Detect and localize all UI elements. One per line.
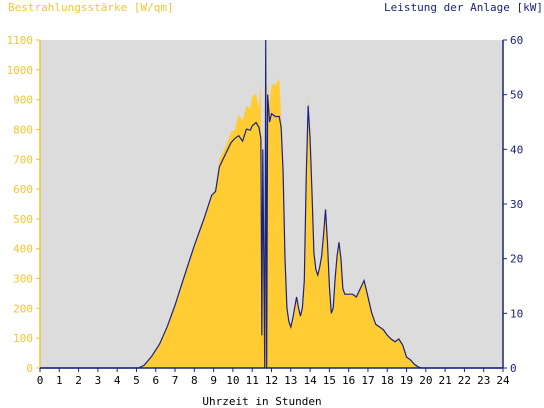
x-tick-label: 6 [152, 374, 159, 387]
irradiance-area [40, 78, 503, 368]
left-tick-label: 200 [13, 302, 33, 315]
x-tick-label: 18 [381, 374, 394, 387]
left-tick-label: 500 [13, 213, 33, 226]
x-tick-label: 23 [477, 374, 490, 387]
right-tick-label: 60 [510, 34, 523, 47]
x-tick-label: 2 [75, 374, 82, 387]
left-tick-label: 800 [13, 123, 33, 136]
x-tick-label: 5 [133, 374, 140, 387]
left-tick-label: 700 [13, 153, 33, 166]
right-tick-label: 50 [510, 89, 523, 102]
x-tick-label: 22 [458, 374, 471, 387]
left-tick-label: 1100 [7, 34, 34, 47]
x-tick-label: 3 [95, 374, 102, 387]
x-tick-label: 16 [342, 374, 355, 387]
left-tick-label: 100 [13, 332, 33, 345]
right-axis-title: Leistung der Anlage [kW] [384, 1, 543, 14]
x-axis-ticks: 0 1 2 3 4 5 6 7 8 9 10 11 12 13 14 15 16 17 18 19 20 21 22 23 24 [37, 368, 510, 387]
right-tick-label: 10 [510, 307, 523, 320]
x-tick-label: 10 [226, 374, 239, 387]
right-tick-label: 20 [510, 253, 523, 266]
left-tick-label: 400 [13, 243, 33, 256]
x-tick-label: 17 [361, 374, 374, 387]
x-tick-label: 12 [265, 374, 278, 387]
x-tick-label: 0 [37, 374, 44, 387]
left-tick-label: 1000 [7, 64, 34, 77]
x-tick-label: 13 [284, 374, 297, 387]
right-tick-label: 30 [510, 198, 523, 211]
x-tick-label: 7 [172, 374, 179, 387]
x-tick-label: 21 [439, 374, 452, 387]
power-line [40, 39, 503, 369]
x-tick-label: 19 [400, 374, 413, 387]
x-tick-label: 11 [246, 374, 259, 387]
left-axis-ticks: 0 100 200 300 400 500 600 700 800 900 1000 1100 [7, 34, 40, 375]
x-tick-label: 15 [323, 374, 336, 387]
left-tick-label: 0 [26, 362, 33, 375]
left-tick-label: 900 [13, 94, 33, 107]
x-tick-label: 4 [114, 374, 121, 387]
x-tick-label: 1 [56, 374, 63, 387]
x-axis-title: Uhrzeit in Stunden [202, 395, 321, 408]
left-axis-title: Bestrahlungsstärke [W/qm] [8, 1, 174, 14]
x-tick-label: 20 [419, 374, 432, 387]
x-tick-label: 24 [496, 374, 510, 387]
left-tick-label: 600 [13, 183, 33, 196]
left-tick-label: 300 [13, 273, 33, 286]
right-tick-label: 40 [510, 143, 523, 156]
x-tick-label: 8 [191, 374, 198, 387]
x-tick-label: 9 [210, 374, 217, 387]
right-tick-label: 0 [510, 362, 517, 375]
right-axis-ticks: 0 10 20 30 40 50 60 [503, 34, 523, 375]
x-tick-label: 14 [303, 374, 317, 387]
